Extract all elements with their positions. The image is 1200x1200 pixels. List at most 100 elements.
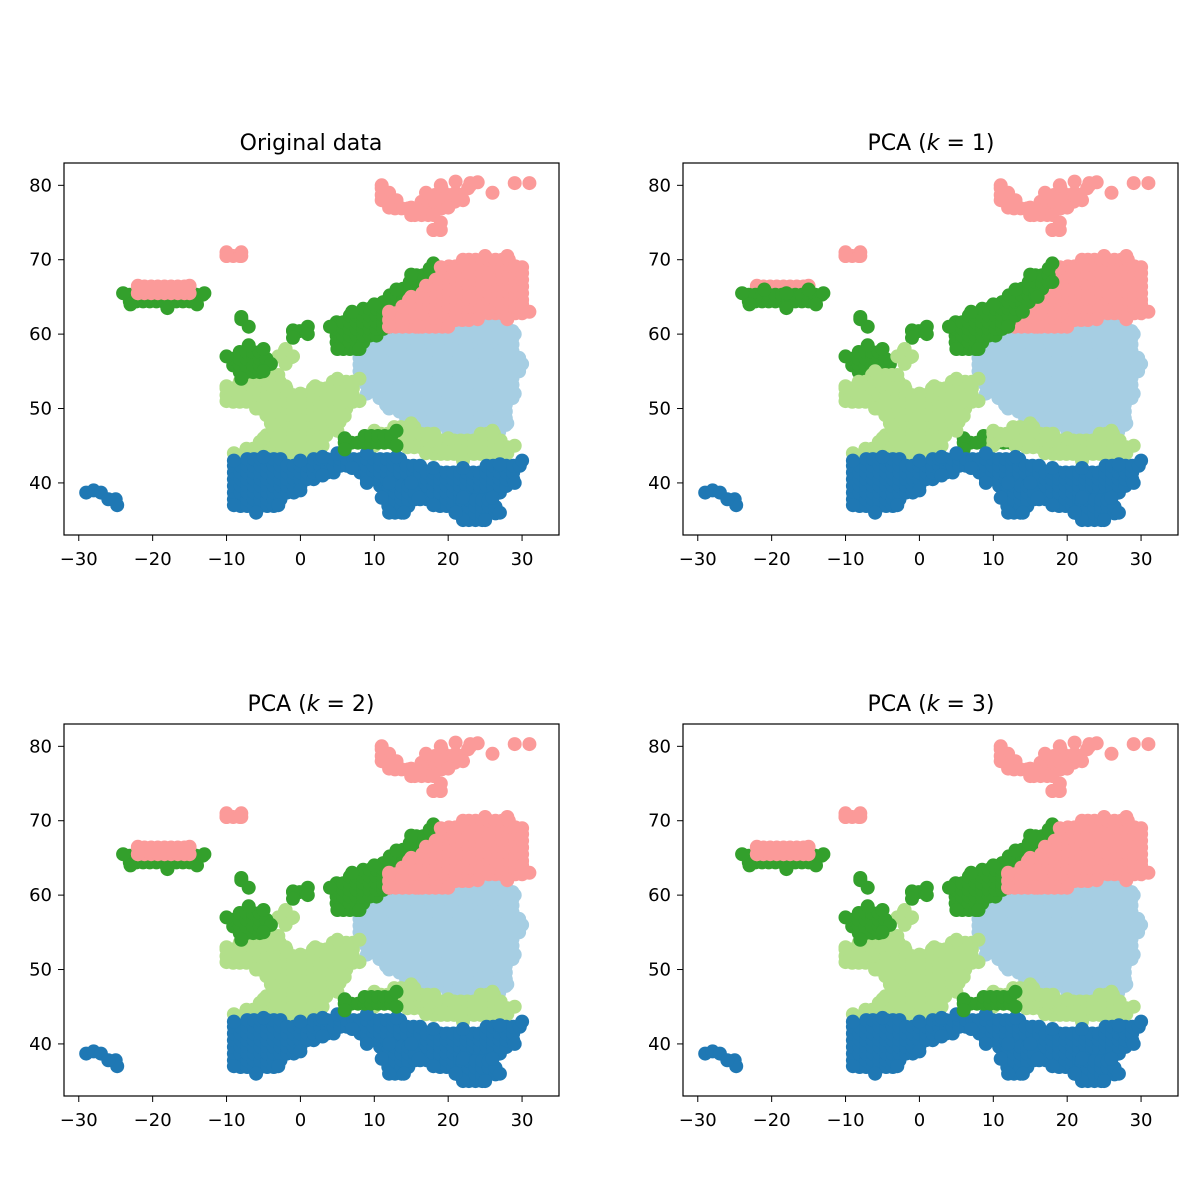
x-tick-label: −10 [208,549,246,570]
data-point [1045,256,1060,271]
data-point [912,453,927,468]
data-point [256,992,271,1007]
data-point [411,1051,426,1066]
series-light-blue [971,308,1149,446]
data-point [256,364,271,379]
data-point [507,176,522,191]
data-point [345,461,360,475]
data-point [882,977,897,992]
data-point [426,1059,441,1074]
data-point [485,185,500,200]
data-point [1075,252,1089,267]
data-point [278,356,293,371]
data-point [382,1036,397,1051]
data-point [838,379,853,394]
data-point [500,416,515,431]
data-point [949,371,964,386]
data-point [404,1036,419,1051]
data-point [219,940,234,955]
data-point [101,1053,116,1068]
data-point [500,312,515,327]
data-point [838,955,853,970]
data-point [182,847,197,862]
data-point [374,490,389,505]
data-point [485,984,500,999]
data-point [964,461,979,475]
data-point [1060,319,1075,334]
data-point [433,784,448,798]
data-point [485,1051,500,1066]
data-point [330,342,345,356]
data-point [448,174,463,189]
data-point [389,843,404,858]
data-point [890,498,905,513]
data-point [971,932,986,947]
data-point [500,977,515,992]
data-point [956,409,971,423]
data-point [456,193,470,208]
data-point [779,301,794,316]
data-point [367,858,382,873]
data-point [426,498,441,513]
data-point [1008,449,1023,464]
data-point [1001,475,1016,490]
data-point [1104,185,1119,200]
data-point [286,330,300,345]
data-point [404,475,419,490]
data-point [897,917,912,932]
data-point [389,438,404,453]
scatter-points [698,174,1156,528]
data-point [522,304,537,319]
series-dark-blue [79,446,530,528]
data-point [382,401,397,416]
data-point [278,917,293,932]
data-point [964,304,979,319]
data-point [875,431,890,446]
data-point [396,1066,411,1081]
data-point [515,356,530,371]
data-point [300,888,315,903]
data-point [912,483,927,498]
data-point [522,865,537,880]
y-tick-label: 40 [29,1034,52,1055]
x-tick-label: −20 [753,549,791,570]
data-point [234,810,249,824]
data-point [293,483,308,498]
data-point [1038,185,1052,200]
y-tick-label: 80 [29,736,52,757]
subplot-title: PCA (k = 1) [867,131,994,156]
x-axis-ticks: −30 −20 −10 0 10 20 30 [60,535,534,570]
data-point [1008,282,1023,297]
x-tick-label: 20 [437,1110,460,1131]
data-point [1030,319,1045,334]
data-point [404,416,419,431]
data-point [359,446,374,461]
data-point [1023,267,1038,282]
data-point [345,865,360,880]
data-point [868,401,883,416]
data-point [456,490,470,505]
data-point [912,947,927,962]
data-point [374,754,389,769]
data-point [323,319,337,334]
x-tick-label: −10 [827,549,865,570]
data-point [404,977,419,992]
data-point [500,873,515,888]
data-point [478,513,493,528]
data-point [219,249,234,263]
data-point [234,249,249,263]
data-point [219,349,234,364]
data-point [956,970,971,984]
data-point [256,1010,271,1025]
y-tick-label: 60 [29,885,52,906]
data-point [515,453,530,468]
data-point [1023,475,1038,490]
data-point [507,327,522,342]
data-point [374,1051,389,1066]
data-point [809,297,823,312]
data-point [293,386,308,401]
data-point [1030,490,1045,505]
y-tick-label: 40 [648,473,671,494]
data-point [470,312,485,327]
data-point [190,297,204,312]
